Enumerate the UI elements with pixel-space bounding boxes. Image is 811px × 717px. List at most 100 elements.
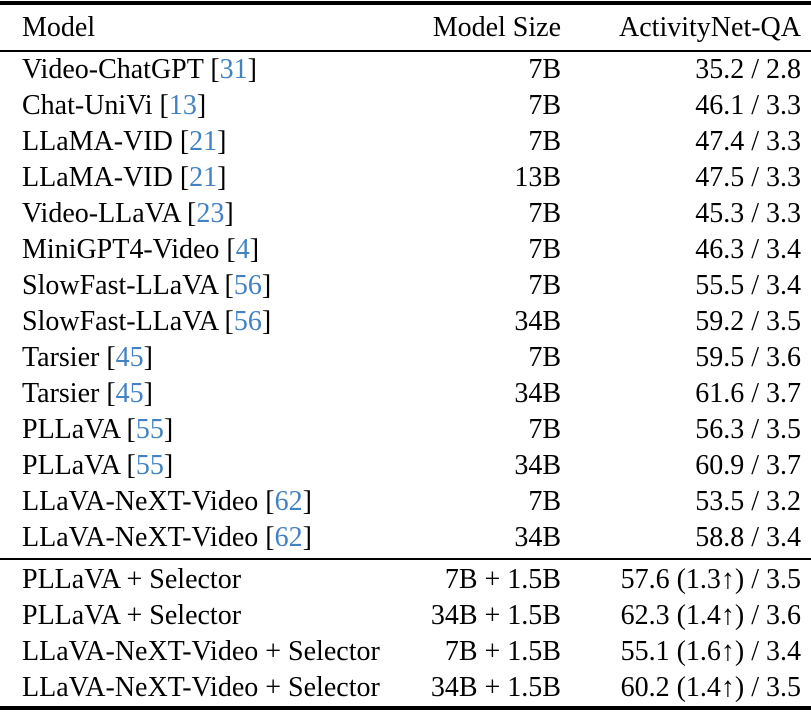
model-size-cell: 34B bbox=[514, 450, 561, 481]
citation-link[interactable]: 21 bbox=[189, 126, 218, 157]
citation: [62] bbox=[258, 486, 312, 517]
model-name: SlowFast-LLaVA bbox=[22, 270, 218, 301]
model-name-cell: SlowFast-LLaVA [56] bbox=[22, 306, 401, 338]
model-name: LLaMA-VID bbox=[22, 126, 173, 157]
table-row: LLaVA-NeXT-Video [62] 7B 53.5 / 3.2 bbox=[0, 484, 811, 520]
citation-link[interactable]: 55 bbox=[135, 414, 164, 445]
score-cell: 55.5 / 3.4 bbox=[695, 270, 801, 301]
model-name-cell: Video-ChatGPT [31] bbox=[22, 54, 401, 86]
citation: [56] bbox=[218, 306, 272, 337]
model-name: LLaVA-NeXT-Video + Selector bbox=[22, 636, 380, 667]
citation-link[interactable]: 31 bbox=[219, 54, 248, 85]
citation-link[interactable]: 4 bbox=[235, 234, 250, 265]
citation-close-bracket: ] bbox=[217, 162, 227, 193]
citation-link[interactable]: 62 bbox=[274, 522, 303, 553]
table-row: SlowFast-LLaVA [56] 34B 59.2 / 3.5 bbox=[0, 304, 811, 340]
citation-link[interactable]: 23 bbox=[196, 198, 225, 229]
score-cell: 56.3 / 3.5 bbox=[695, 414, 801, 445]
citation-open-bracket: [ bbox=[219, 234, 236, 265]
model-name: Tarsier bbox=[22, 342, 100, 373]
model-name-cell: Chat-UniVi [13] bbox=[22, 90, 401, 122]
citation-open-bracket: [ bbox=[119, 450, 136, 481]
citation-close-bracket: ] bbox=[261, 306, 272, 337]
citation: [31] bbox=[203, 54, 257, 85]
model-size-cell: 7B + 1.5B bbox=[444, 636, 561, 667]
top-rule bbox=[0, 1, 811, 5]
model-name: LLaMA-VID bbox=[22, 162, 173, 193]
citation-open-bracket: [ bbox=[152, 90, 169, 121]
score-cell: 61.6 / 3.7 bbox=[695, 378, 801, 409]
model-size-cell: 34B bbox=[514, 378, 561, 409]
citation-link[interactable]: 45 bbox=[115, 342, 144, 373]
citation-close-bracket: ] bbox=[302, 522, 312, 553]
citation-link[interactable]: 62 bbox=[274, 486, 303, 517]
citation-open-bracket: [ bbox=[258, 522, 275, 553]
model-name-cell: PLLaVA [55] bbox=[22, 414, 401, 446]
model-name: LLaVA-NeXT-Video bbox=[22, 486, 259, 517]
column-header-model: Model bbox=[22, 11, 96, 43]
citation-open-bracket: [ bbox=[258, 486, 275, 517]
score-cell: 62.3 (1.4↑) / 3.6 bbox=[620, 600, 801, 631]
citation-close-bracket: ] bbox=[143, 342, 153, 373]
citation-link[interactable]: 56 bbox=[233, 306, 262, 337]
model-size-cell: 7B bbox=[528, 414, 561, 445]
citation-close-bracket: ] bbox=[247, 54, 257, 85]
model-name-cell: LLaVA-NeXT-Video + Selector bbox=[22, 672, 401, 704]
model-size-cell: 34B + 1.5B bbox=[430, 600, 561, 631]
table-row: LLaVA-NeXT-Video [62] 34B 58.8 / 3.4 bbox=[0, 520, 811, 556]
citation-open-bracket: [ bbox=[180, 198, 197, 229]
bottom-rule bbox=[0, 706, 811, 710]
table-row: LLaMA-VID [21] 7B 47.4 / 3.3 bbox=[0, 124, 811, 160]
citation-open-bracket: [ bbox=[217, 270, 234, 301]
citation-close-bracket: ] bbox=[143, 378, 153, 409]
model-name: MiniGPT4-Video bbox=[22, 234, 220, 265]
score-cell: 46.1 / 3.3 bbox=[695, 90, 801, 121]
citation-close-bracket: ] bbox=[249, 234, 260, 265]
score-cell: 55.1 (1.6↑) / 3.4 bbox=[620, 636, 801, 667]
model-name-cell: Video-LLaVA [23] bbox=[22, 198, 401, 230]
citation: [4] bbox=[219, 234, 259, 265]
model-name: LLaVA-NeXT-Video + Selector bbox=[22, 672, 380, 703]
model-size-cell: 34B bbox=[514, 522, 561, 553]
model-name: LLaVA-NeXT-Video bbox=[22, 522, 259, 553]
citation-close-bracket: ] bbox=[217, 126, 227, 157]
model-name-cell: LLaMA-VID [21] bbox=[22, 126, 401, 158]
header-rule bbox=[0, 50, 811, 52]
model-size-cell: 34B + 1.5B bbox=[430, 672, 561, 703]
table-row: Chat-UniVi [13] 7B 46.1 / 3.3 bbox=[0, 88, 811, 124]
citation-close-bracket: ] bbox=[261, 270, 272, 301]
citation-link[interactable]: 55 bbox=[135, 450, 164, 481]
citation: [62] bbox=[258, 522, 312, 553]
model-name: PLLaVA + Selector bbox=[22, 600, 242, 631]
model-size-cell: 7B bbox=[528, 234, 561, 265]
model-name-cell: LLaVA-NeXT-Video [62] bbox=[22, 486, 401, 518]
table-row: Video-LLaVA [23] 7B 45.3 / 3.3 bbox=[0, 196, 811, 232]
citation-open-bracket: [ bbox=[172, 162, 190, 193]
model-size-cell: 34B bbox=[514, 306, 561, 337]
citation: [21] bbox=[173, 126, 227, 157]
model-name: Video-LLaVA bbox=[22, 198, 180, 229]
model-name: Tarsier bbox=[22, 378, 100, 409]
model-size-cell: 7B bbox=[528, 90, 561, 121]
citation-link[interactable]: 45 bbox=[115, 378, 144, 409]
model-size-cell: 7B + 1.5B bbox=[444, 564, 561, 595]
citation: [45] bbox=[99, 378, 153, 409]
model-name-cell: LLaVA-NeXT-Video + Selector bbox=[22, 636, 401, 668]
column-header-model-size: Model Size bbox=[432, 11, 561, 43]
score-cell: 60.2 (1.4↑) / 3.5 bbox=[620, 672, 801, 703]
citation-link[interactable]: 56 bbox=[233, 270, 262, 301]
table-row: LLaVA-NeXT-Video + Selector 7B + 1.5B 55… bbox=[0, 634, 811, 670]
score-cell: 57.6 (1.3↑) / 3.5 bbox=[620, 564, 801, 595]
table-row: LLaMA-VID [21] 13B 47.5 / 3.3 bbox=[0, 160, 811, 196]
score-cell: 47.5 / 3.3 bbox=[695, 162, 801, 193]
citation-link[interactable]: 13 bbox=[168, 90, 197, 121]
table-row: Video-ChatGPT [31] 7B 35.2 / 2.8 bbox=[0, 52, 811, 88]
citation-close-bracket: ] bbox=[163, 414, 174, 445]
model-name: PLLaVA + Selector bbox=[22, 564, 242, 595]
score-cell: 60.9 / 3.7 bbox=[695, 450, 801, 481]
citation-link[interactable]: 21 bbox=[189, 162, 218, 193]
table-row: MiniGPT4-Video [4] 7B 46.3 / 3.4 bbox=[0, 232, 811, 268]
score-cell: 45.3 / 3.3 bbox=[695, 198, 801, 229]
table-row: Tarsier [45] 7B 59.5 / 3.6 bbox=[0, 340, 811, 376]
